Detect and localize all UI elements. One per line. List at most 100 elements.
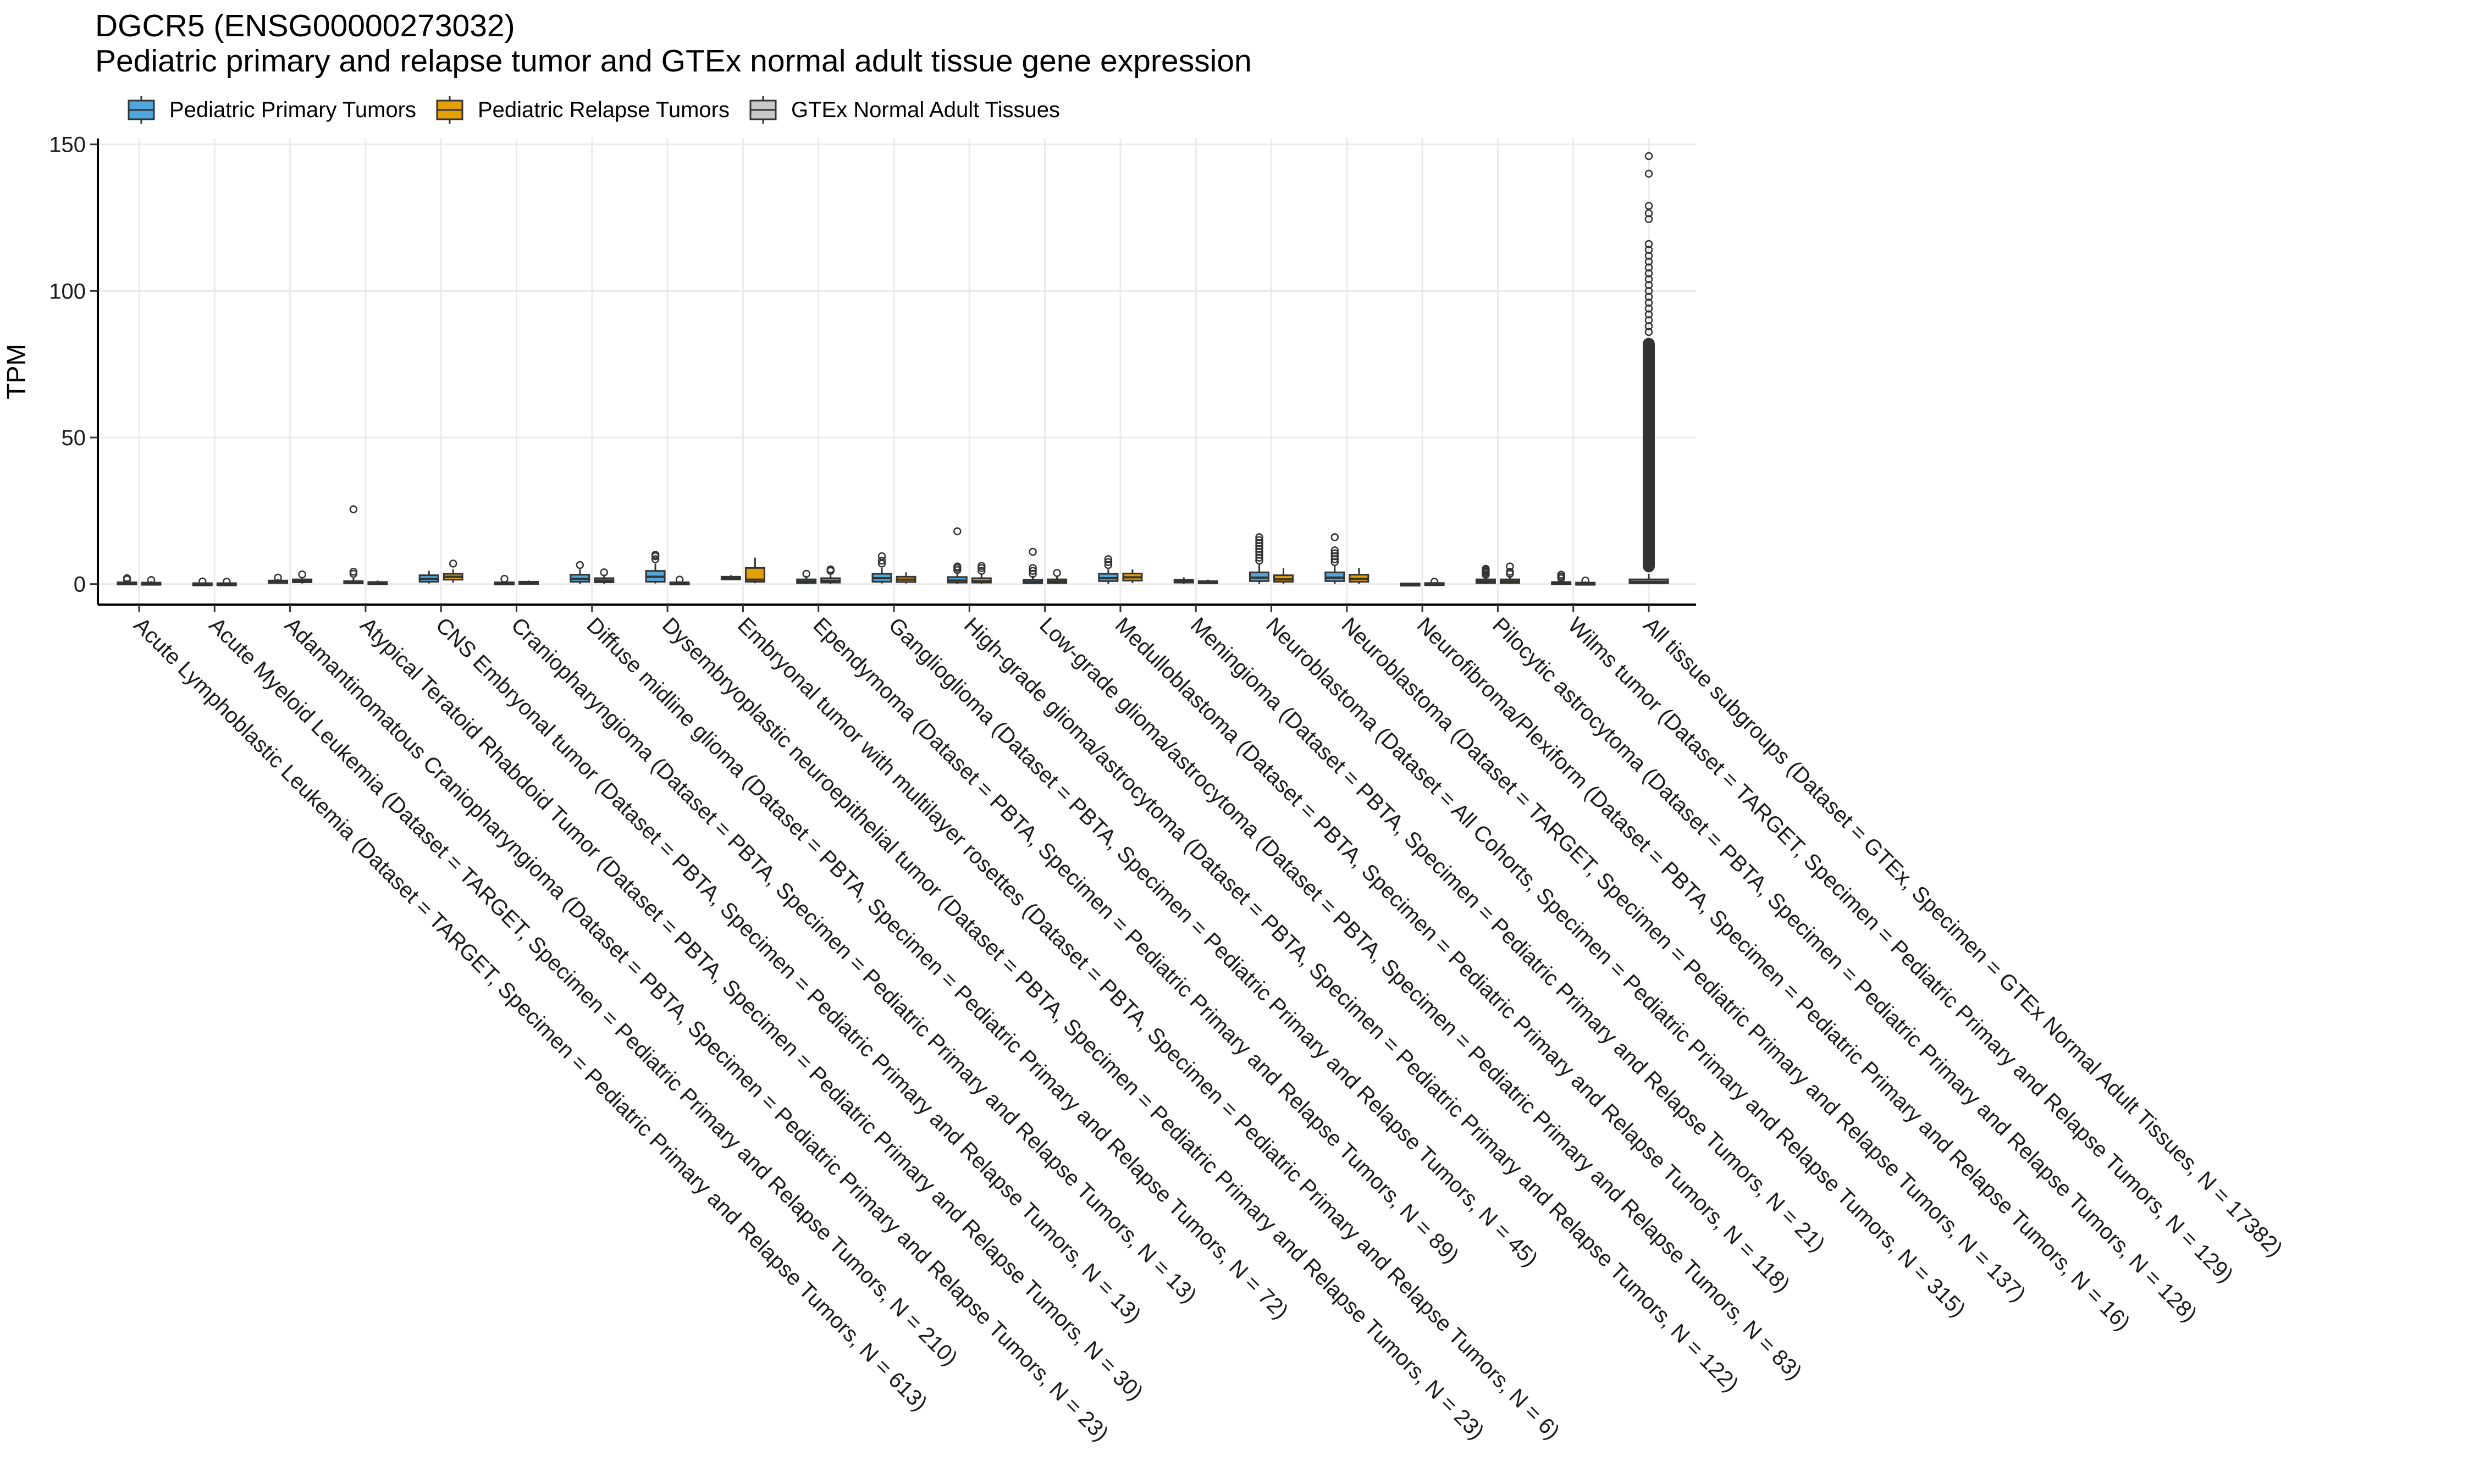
outlier-point xyxy=(1104,561,1113,569)
legend-item-primary: Pediatric Primary Tumors xyxy=(126,95,416,125)
outlier-point xyxy=(978,567,986,575)
outlier-point xyxy=(1255,553,1263,562)
outlier-point xyxy=(1644,209,1653,218)
outlier-point xyxy=(1104,558,1113,566)
outlier-point xyxy=(198,577,207,586)
outlier-point xyxy=(1644,292,1653,301)
outlier-point xyxy=(1255,542,1263,550)
outlier-point xyxy=(1644,322,1653,330)
outlier-point xyxy=(1557,571,1565,579)
legend-key-primary xyxy=(128,96,155,124)
outlier-point xyxy=(1644,202,1653,210)
chart-title: DGCR5 (ENSG00000273032) xyxy=(95,8,515,43)
outlier-point xyxy=(802,569,810,578)
outlier-point xyxy=(1506,568,1514,576)
outlier-point xyxy=(1330,558,1339,566)
outlier-point xyxy=(500,574,509,583)
outlier-point xyxy=(1330,552,1339,561)
legend-key-relapse xyxy=(436,96,463,124)
outlier-point xyxy=(1644,257,1653,266)
outlier-point xyxy=(1644,328,1653,336)
y-tick-label: 0 xyxy=(74,573,86,597)
outlier-point xyxy=(1330,549,1339,557)
outlier-point xyxy=(1644,310,1653,319)
y-tick-label: 150 xyxy=(49,133,86,157)
outlier-point xyxy=(1255,533,1263,541)
x-tick-label: Atypical Teratoid Rhabdoid Tumor (Datase… xyxy=(356,613,1148,1405)
legend: Pediatric Primary Tumors Pediatric Relap… xyxy=(126,95,1079,125)
outlier-point xyxy=(1255,545,1263,553)
x-tick-label: Acute Lymphoblastic Leukemia (Dataset = … xyxy=(129,613,932,1415)
outlier-point xyxy=(1430,578,1439,586)
legend-label-gtex: GTEx Normal Adult Tissues xyxy=(791,97,1060,122)
y-axis-title: TPM xyxy=(2,344,31,399)
outlier-point xyxy=(1255,556,1263,565)
y-tick-label: 100 xyxy=(49,279,86,303)
outlier-point xyxy=(877,552,886,561)
outlier-point xyxy=(651,555,660,563)
legend-label-relapse: Pediatric Relapse Tumors xyxy=(477,97,730,122)
outlier-point xyxy=(449,560,457,568)
outlier-point xyxy=(298,570,306,579)
outlier-point xyxy=(1053,569,1061,577)
outlier-point xyxy=(1255,547,1263,556)
outlier-point xyxy=(1482,564,1490,573)
y-tick-label: 50 xyxy=(62,426,86,450)
legend-item-gtex: GTEx Normal Adult Tissues xyxy=(748,95,1060,125)
outlier-point xyxy=(1029,567,1037,575)
outlier-point xyxy=(349,505,358,513)
outlier-point xyxy=(1255,536,1263,544)
outlier-point xyxy=(274,573,282,582)
legend-label-primary: Pediatric Primary Tumors xyxy=(169,97,416,122)
outlier-point xyxy=(576,561,584,569)
outlier-point xyxy=(1644,316,1653,324)
outlier-point xyxy=(1644,152,1653,160)
chart-subtitle: Pediatric primary and relapse tumor and … xyxy=(95,43,1252,79)
x-tick-label: Diffuse midline glioma (Dataset = PBTA, … xyxy=(582,613,1293,1324)
outlier-point xyxy=(1330,555,1339,563)
x-tick-label: CNS Embryonal tumor (Dataset = PBTA, Spe… xyxy=(431,613,1146,1327)
outlier-point xyxy=(1644,269,1653,278)
outlier-point xyxy=(1644,275,1653,284)
outlier-point xyxy=(877,560,886,568)
x-tick-label: High-grade glioma/astrocytoma (Dataset =… xyxy=(959,613,1743,1397)
outlier-point xyxy=(1330,533,1339,541)
outlier-point xyxy=(1255,539,1263,547)
outlier-point xyxy=(147,575,156,584)
outlier-point xyxy=(1644,246,1653,254)
outlier-point xyxy=(1330,546,1339,555)
outlier-point xyxy=(1029,569,1037,578)
x-tick-label: Neurofibroma/Plexiform (Dataset = PBTA, … xyxy=(1412,613,2135,1335)
outlier-point xyxy=(1104,555,1113,563)
outlier-band xyxy=(1643,337,1655,573)
outlier-point xyxy=(651,551,660,559)
outlier-point xyxy=(1644,287,1653,295)
outlier-point xyxy=(826,565,835,574)
outlier-point xyxy=(1644,252,1653,260)
outlier-point xyxy=(1029,564,1037,572)
outlier-point xyxy=(953,562,962,571)
outlier-point xyxy=(123,574,131,583)
outlier-point xyxy=(1644,263,1653,272)
outlier-point xyxy=(953,527,962,535)
outlier-point xyxy=(1506,562,1514,571)
outlier-point xyxy=(1581,577,1589,585)
outlier-point xyxy=(1644,215,1653,223)
legend-key-gtex xyxy=(749,96,777,124)
legend-item-relapse: Pediatric Relapse Tumors xyxy=(435,95,730,125)
outlier-point xyxy=(349,568,358,576)
outlier-point xyxy=(1029,547,1037,556)
outlier-point xyxy=(1644,169,1653,178)
outlier-point xyxy=(1255,551,1263,559)
outlier-point xyxy=(600,568,609,577)
x-tick-label: Neuroblastoma (Dataset = All Cohorts, Sp… xyxy=(1261,613,1970,1322)
outlier-point xyxy=(1644,304,1653,313)
outlier-point xyxy=(877,556,886,565)
outlier-point xyxy=(223,578,231,586)
outlier-point xyxy=(1644,240,1653,248)
outlier-point xyxy=(675,575,684,584)
outlier-point xyxy=(1644,281,1653,289)
outlier-point xyxy=(978,562,986,570)
x-tick-label: Pilocytic astrocytoma (Dataset = PBTA, S… xyxy=(1488,613,2201,1326)
